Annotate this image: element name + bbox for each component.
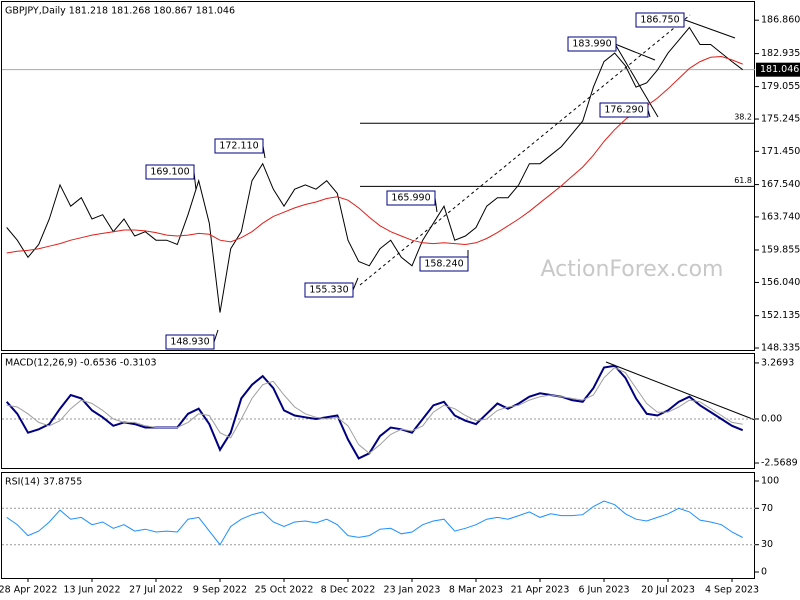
series-line (6, 26, 744, 313)
price-panel (1, 1, 755, 351)
annotation-box (567, 36, 617, 52)
fib-label: 61.8 (734, 176, 752, 185)
y-tick-label: 156.040 (761, 277, 800, 288)
watermark: ActionForex.com (541, 257, 724, 282)
x-tick-label: 20 Jul 2023 (641, 585, 695, 596)
y-tick-label: 100 (761, 476, 779, 487)
series-line (6, 55, 743, 254)
series-line (5, 364, 744, 460)
annotation-box (419, 256, 469, 272)
x-tick-label: 8 Mar 2023 (449, 585, 503, 596)
x-tick-label: 13 Jun 2022 (63, 585, 120, 596)
annotation-connector (213, 329, 219, 343)
annotation-box (214, 138, 264, 154)
annotation-label: 183.990 (572, 39, 611, 50)
y-tick-label: 171.450 (761, 146, 800, 157)
x-tick-label: 23 Jan 2023 (384, 585, 441, 596)
annotation-label: 148.930 (170, 337, 209, 348)
series-line (6, 366, 743, 454)
x-tick-label: 27 Jul 2022 (129, 585, 183, 596)
current-price-label: 181.046 (760, 64, 799, 75)
annotation-label: 186.750 (640, 15, 679, 26)
macd-panel (1, 353, 755, 469)
y-tick-label: 182.935 (761, 48, 800, 59)
y-tick-label: 179.055 (761, 81, 800, 92)
x-tick-label: 28 Apr 2022 (0, 585, 57, 596)
y-tick-label: 148.335 (761, 343, 800, 354)
fib-label: 38.2 (734, 113, 752, 122)
x-tick-label: 4 Sep 2023 (705, 585, 759, 596)
annotation-label: 158.240 (424, 259, 463, 270)
x-tick-label: 6 Jun 2023 (578, 585, 629, 596)
y-tick-label: 152.135 (761, 310, 800, 321)
x-tick-label: 25 Oct 2022 (255, 585, 314, 596)
y-tick-label: 0.00 (761, 413, 782, 424)
y-tick-label: 175.245 (761, 114, 800, 125)
y-tick-label: 70 (761, 503, 773, 514)
x-tick-label: 21 Apr 2023 (511, 585, 570, 596)
x-tick-label: 9 Sep 2022 (193, 585, 247, 596)
macd-trend-line (605, 361, 756, 421)
annotation-box (386, 190, 436, 206)
trend-line (684, 19, 736, 39)
y-tick-label: 163.740 (761, 211, 800, 222)
macd-title: MACD(12,26,9) -0.6536 -0.3103 (5, 358, 157, 369)
annotation-box (165, 334, 215, 350)
x-tick-label: 8 Dec 2022 (321, 585, 376, 596)
rsi-title: RSI(14) 37.8755 (5, 477, 82, 488)
y-tick-label: 167.540 (761, 179, 800, 190)
annotation-box (304, 282, 354, 298)
annotation-label: 155.330 (309, 285, 348, 296)
annotation-box (145, 164, 195, 180)
channel-line (359, 14, 691, 286)
rsi-panel (1, 472, 755, 579)
annotation-label: 165.990 (391, 193, 430, 204)
price-title: GBPJPY,Daily 181.218 181.268 180.867 181… (5, 6, 235, 17)
y-tick-label: 0 (761, 566, 767, 577)
annotation-label: 169.100 (150, 167, 189, 178)
annotation-label: 172.110 (219, 141, 258, 152)
annotation-box (599, 102, 649, 118)
y-tick-label: 186.860 (761, 15, 800, 26)
y-tick-label: 30 (761, 539, 773, 550)
y-tick-label: 3.2693 (761, 357, 794, 368)
current-price-box (756, 62, 800, 77)
trend-line (614, 43, 656, 61)
annotation-connector (352, 277, 359, 291)
y-tick-label: -2.5689 (761, 458, 798, 469)
annotation-label: 176.290 (604, 105, 643, 116)
y-tick-label: 159.855 (761, 244, 800, 255)
series-line (6, 500, 743, 546)
trend-line (614, 43, 659, 118)
annotation-box (635, 12, 685, 28)
